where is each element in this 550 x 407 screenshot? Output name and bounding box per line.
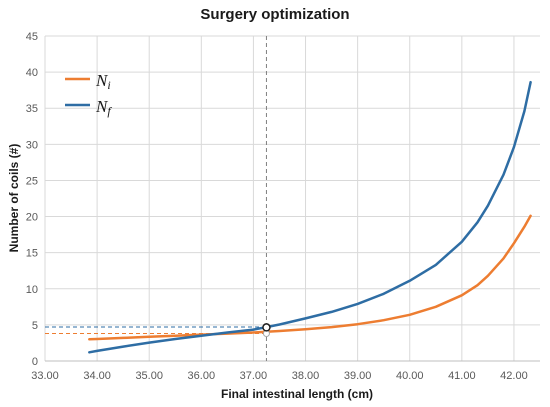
legend: Ni Nf: [65, 71, 112, 118]
x-tick-label: 36.00: [188, 370, 216, 382]
x-tick-label: 33.00: [31, 370, 59, 382]
legend-label-ni: Ni: [95, 71, 111, 92]
y-tick-label: 30: [26, 139, 38, 151]
legend-label-ni-base: N: [95, 71, 109, 90]
series-lines: [88, 80, 532, 354]
x-tick-label: 34.00: [83, 370, 111, 382]
intersection-guides: [45, 36, 267, 361]
y-tick-label: 5: [32, 320, 38, 332]
chart-title: Surgery optimization: [200, 6, 349, 23]
x-tick-label: 41.00: [448, 370, 476, 382]
y-tick-label: 35: [26, 103, 38, 115]
x-axis-title: Final intestinal length (cm): [221, 387, 373, 401]
intersection-marker: [262, 323, 271, 338]
x-tick-label: 35.00: [135, 370, 163, 382]
y-tick-label: 40: [26, 67, 38, 79]
y-tick-label: 0: [32, 356, 38, 368]
y-axis-title: Number of coils (#): [7, 144, 21, 253]
legend-label-nf-base: N: [95, 97, 109, 116]
series-line-ni: [88, 214, 532, 341]
y-tick-labels: 0 5 10 15 20 25 30 35 40 45: [26, 31, 38, 368]
x-tick-label: 42.00: [500, 370, 528, 382]
intersection-point: [262, 323, 271, 332]
grid-lines: [44, 35, 540, 362]
x-tick-label: 38.00: [292, 370, 320, 382]
x-tick-label: 40.00: [396, 370, 424, 382]
legend-label-nf: Nf: [95, 97, 112, 118]
y-tick-label: 15: [26, 248, 38, 260]
x-tick-label: 37.00: [240, 370, 268, 382]
y-tick-label: 10: [26, 284, 38, 296]
series-line-nf: [88, 80, 532, 354]
y-tick-label: 45: [26, 31, 38, 43]
y-tick-label: 20: [26, 212, 38, 224]
x-tick-labels: 33.00 34.00 35.00 36.00 37.00 38.00 39.00 40.00…: [31, 370, 527, 382]
legend-label-nf-sub: f: [107, 104, 112, 118]
legend-label-ni-sub: i: [107, 78, 110, 92]
y-tick-label: 25: [26, 175, 38, 187]
x-tick-label: 39.00: [344, 370, 372, 382]
